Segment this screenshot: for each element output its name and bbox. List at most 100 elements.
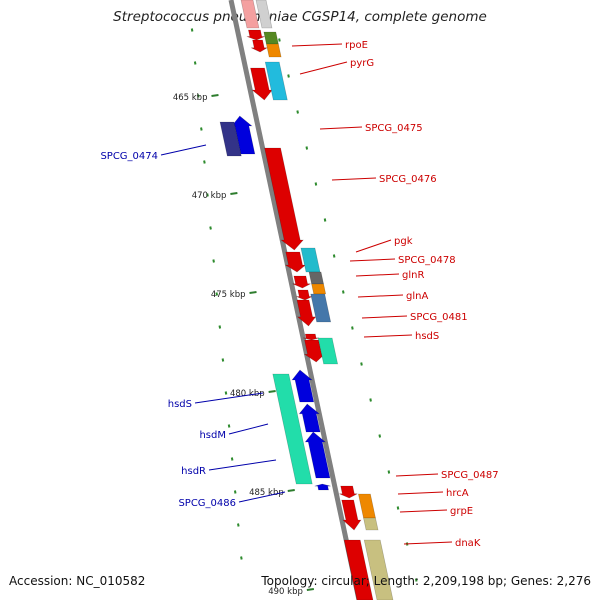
cog-box <box>363 517 379 531</box>
guide-dot <box>218 325 222 329</box>
gene-label-hsdR: hsdR <box>181 466 206 477</box>
gene-label-hsdS: hsdS <box>168 399 192 410</box>
guide-dot <box>209 226 212 230</box>
gene-label-SPCG_0476: SPCG_0476 <box>379 174 437 185</box>
guide-dot <box>240 556 243 560</box>
cog-box <box>300 247 321 273</box>
gene-arrow-glnA <box>296 299 317 327</box>
guide-dot <box>305 146 309 150</box>
tick-label: 490 kbp <box>268 587 303 597</box>
guide-dot <box>200 127 203 131</box>
gene-label-line <box>363 334 413 338</box>
tick-label: 465 kbp <box>173 93 208 103</box>
guide-dot <box>215 292 219 296</box>
tick-mark <box>287 489 295 492</box>
cog-box <box>255 0 273 29</box>
gene-label-dnaK: dnaK <box>455 538 481 549</box>
tick-mark <box>306 588 315 591</box>
gene-label-line <box>160 144 207 156</box>
gene-label-pyrG: pyrG <box>350 58 374 69</box>
gene-label-line <box>355 239 392 253</box>
gene-arrow-SPCG_0486 <box>314 483 331 491</box>
guide-dot <box>203 160 206 164</box>
gene-arrow-small <box>251 39 269 53</box>
guide-dot <box>227 424 231 428</box>
gene-arrow-pgk <box>284 251 307 273</box>
map-title: Streptococcus pneumoniae CGSP14, complet… <box>113 9 487 25</box>
gene-label-SPCG_0481: SPCG_0481 <box>410 312 468 323</box>
gene-arrow-small <box>303 333 320 341</box>
guide-dot <box>196 94 200 98</box>
gene-label-line <box>299 61 348 75</box>
gene-label-SPCG_0474: SPCG_0474 <box>100 151 158 162</box>
cog-box <box>308 271 324 285</box>
gene-label-line <box>194 392 264 404</box>
guide-dot <box>341 290 345 294</box>
guide-dot <box>314 182 318 186</box>
cog-box <box>311 283 327 295</box>
cog-box <box>263 31 279 45</box>
guide-dot <box>351 326 354 330</box>
gene-label-line <box>357 294 404 298</box>
gene-label-pgk: pgk <box>394 236 413 247</box>
cog-box <box>219 121 242 157</box>
gene-label-SPCG_0487: SPCG_0487 <box>441 470 499 481</box>
gene-label-hrcA: hrcA <box>446 488 469 499</box>
gene-label-grpE: grpE <box>450 506 473 517</box>
gene-arrow-pyrG <box>250 67 273 101</box>
gene-label-rpoE: rpoE <box>345 40 368 51</box>
gene-arrow-small <box>296 289 313 301</box>
guide-dot <box>278 38 281 42</box>
gene-label-line <box>397 491 444 495</box>
guide-dot <box>396 506 400 510</box>
gene-label-hsdM: hsdM <box>199 430 226 441</box>
gene-label-SPCG_0478: SPCG_0478 <box>398 255 456 266</box>
gene-label-line <box>319 126 363 130</box>
gene-arrow-hrcA <box>341 499 362 531</box>
gene-label-line <box>208 459 277 471</box>
cog-box <box>264 61 288 101</box>
tick-mark <box>230 192 238 195</box>
tick-label: 485 kbp <box>249 488 284 498</box>
guide-dot <box>369 398 372 402</box>
cog-box <box>363 539 394 600</box>
tick-mark <box>268 390 276 393</box>
gene-label-SPCG_0475: SPCG_0475 <box>365 123 423 134</box>
tick-label: 475 kbp <box>211 290 246 300</box>
gene-label-glnA: glnA <box>406 291 428 302</box>
gene-arrow-hsdS-rev <box>291 369 315 403</box>
backbone-line <box>228 0 362 600</box>
gene-label-line <box>349 258 396 262</box>
guide-dot <box>387 470 391 474</box>
guide-dot <box>287 74 290 78</box>
gene-label-line <box>228 423 269 435</box>
guide-dot <box>414 578 418 582</box>
gene-label-line <box>395 473 439 477</box>
gene-label-hsdS: hsdS <box>415 331 439 342</box>
guide-dot <box>237 523 240 527</box>
gene-arrow-SPCG_0476 <box>264 147 304 251</box>
gene-arrow-small <box>246 29 265 41</box>
gene-label-glnR: glnR <box>402 270 424 281</box>
gene-label-line <box>403 541 453 545</box>
gene-label-line <box>355 273 400 277</box>
guide-dot <box>212 259 215 263</box>
gene-label-line <box>399 509 448 513</box>
gene-label-SPCG_0486: SPCG_0486 <box>178 498 236 509</box>
cog-box <box>310 293 332 323</box>
gene-arrow-rpoE-region <box>240 0 260 29</box>
cog-box <box>272 373 313 485</box>
guide-dot <box>323 218 327 222</box>
guide-dot <box>221 358 225 362</box>
guide-dot <box>230 457 234 461</box>
guide-dot <box>296 110 299 114</box>
guide-dot <box>224 391 228 395</box>
tick-mark <box>249 291 257 294</box>
gene-label-line <box>331 177 377 181</box>
guide-dot <box>206 193 209 197</box>
cog-box <box>317 337 339 365</box>
accession-text: Accession: NC_010582 <box>9 574 146 588</box>
guide-dot <box>193 61 197 65</box>
